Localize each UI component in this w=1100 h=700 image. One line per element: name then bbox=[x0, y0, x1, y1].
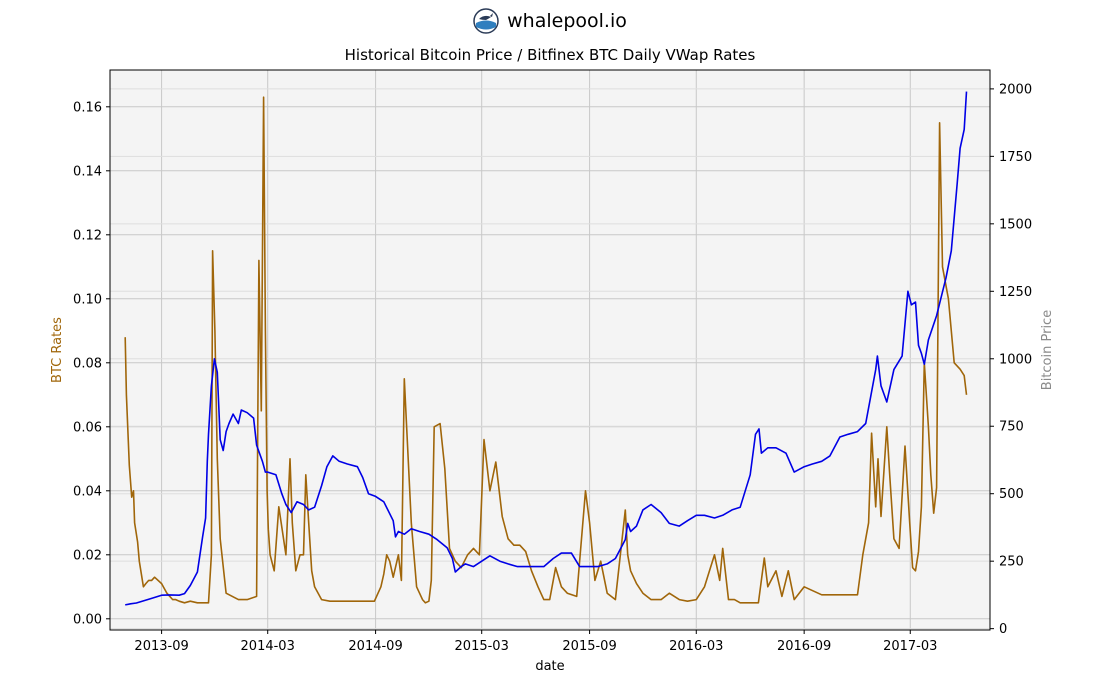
x-tick-label: 2013-09 bbox=[134, 639, 188, 654]
y-right-tick-label: 1750 bbox=[999, 150, 1032, 165]
y-left-tick-label: 0.08 bbox=[73, 356, 102, 371]
x-tick-label: 2015-09 bbox=[562, 639, 616, 654]
x-axis-label: date bbox=[535, 659, 564, 674]
y-left-tick-label: 0.02 bbox=[73, 548, 102, 563]
y-left-tick-label: 0.06 bbox=[73, 420, 102, 435]
x-tick-label: 2014-03 bbox=[241, 639, 295, 654]
y-right-tick-label: 750 bbox=[999, 420, 1024, 435]
y-right-tick-label: 500 bbox=[999, 487, 1024, 502]
y-right-tick-label: 0 bbox=[999, 622, 1007, 637]
left-axis: 0.00 0.02 0.04 0.06 0.08 0.10 0.12 0.14 0.16 bbox=[73, 100, 110, 627]
y-left-tick-label: 0.16 bbox=[73, 100, 102, 115]
x-tick-label: 2015-03 bbox=[455, 639, 509, 654]
chart-title: Historical Bitcoin Price / Bitfinex BTC … bbox=[344, 46, 756, 64]
y-right-tick-label: 1000 bbox=[999, 352, 1032, 367]
plot-area bbox=[110, 70, 990, 630]
y-left-tick-label: 0.04 bbox=[73, 484, 102, 499]
y-axis-left-label: BTC Rates bbox=[50, 317, 65, 383]
y-right-tick-label: 1250 bbox=[999, 285, 1032, 300]
bottom-axis: 2013-09 2014-03 2014-09 2015-03 2015-09 2016-… bbox=[134, 630, 937, 654]
y-right-tick-label: 1500 bbox=[999, 217, 1032, 232]
bitcoin-price-line bbox=[125, 91, 968, 606]
right-axis: 0 250 500 750 1000 1250 1500 1750 2000 bbox=[990, 82, 1032, 637]
y-right-tick-label: 250 bbox=[999, 555, 1024, 570]
y-axis-right-label: Bitcoin Price bbox=[1040, 310, 1055, 390]
brand-name[interactable]: whalepool.io bbox=[507, 10, 627, 32]
x-tick-label: 2016-09 bbox=[777, 639, 831, 654]
y-left-tick-label: 0.00 bbox=[73, 612, 102, 627]
x-tick-label: 2014-09 bbox=[348, 639, 402, 654]
y-left-tick-label: 0.12 bbox=[73, 228, 102, 243]
plot-frame bbox=[109, 69, 991, 631]
y-right-tick-label: 2000 bbox=[999, 82, 1032, 97]
x-tick-label: 2016-03 bbox=[669, 639, 723, 654]
y-left-tick-label: 0.14 bbox=[73, 164, 102, 179]
whale-logo-icon bbox=[473, 8, 499, 34]
btc-rates-line bbox=[124, 96, 968, 604]
brand-header: whalepool.io bbox=[0, 8, 1100, 38]
x-tick-label: 2017-03 bbox=[883, 639, 937, 654]
series-layer bbox=[124, 91, 968, 606]
y-left-tick-label: 0.10 bbox=[73, 292, 102, 307]
